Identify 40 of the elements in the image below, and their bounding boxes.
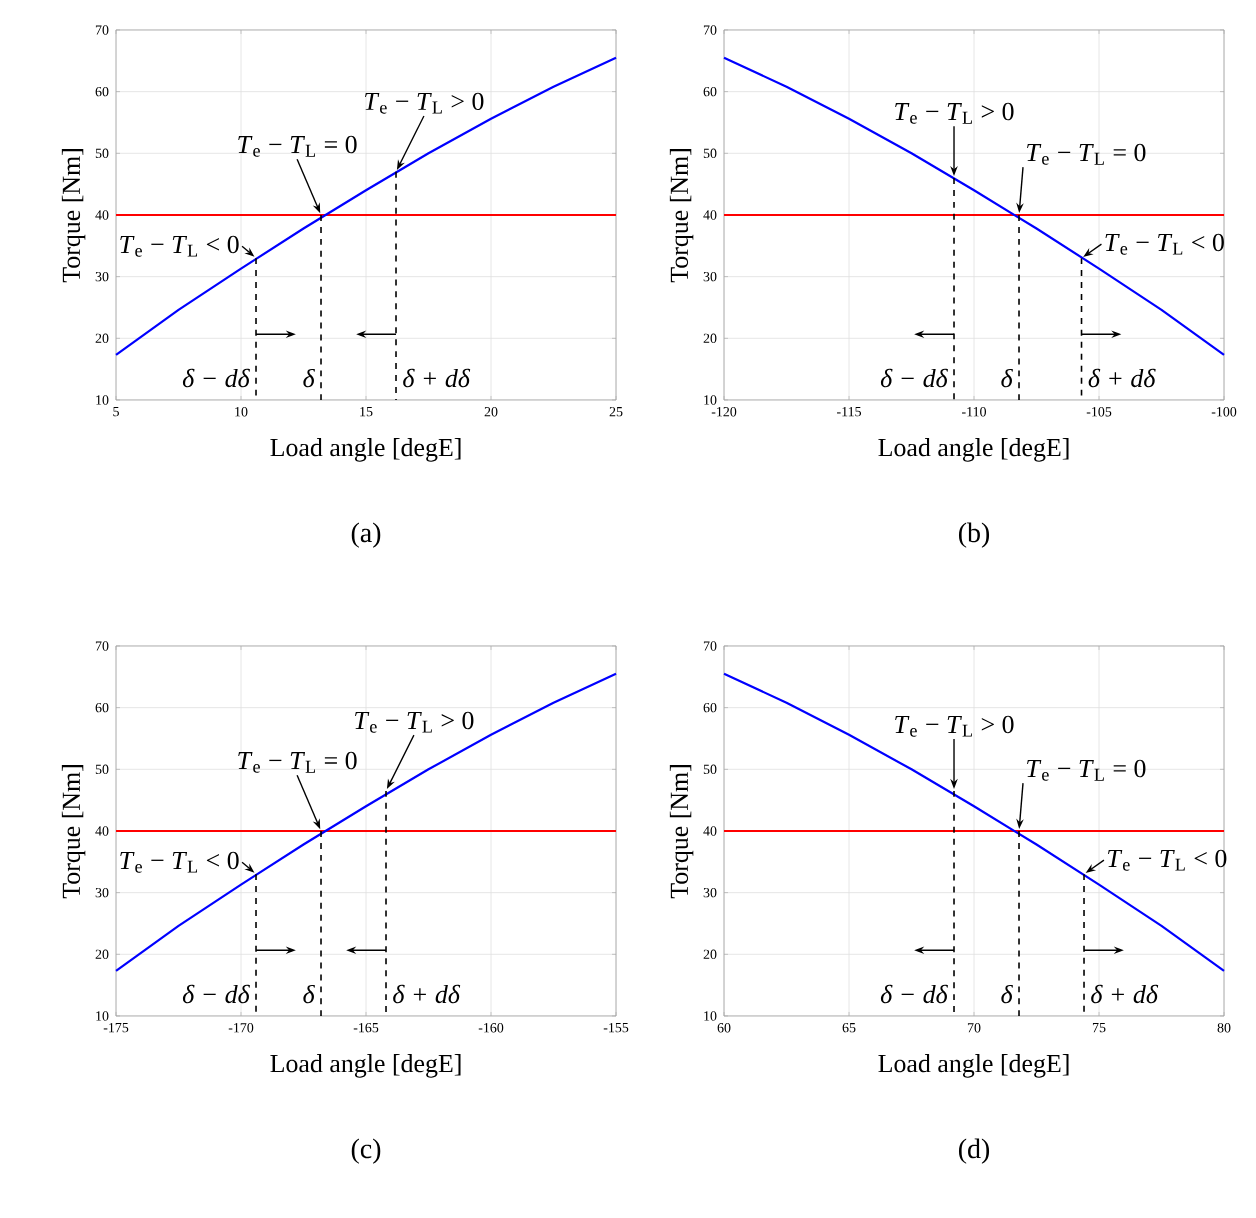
annotation: T$_{e}$ − T$_{L}$ = 0 [1027,143,1146,165]
y-axis-title: Torque [Nm] [61,149,86,283]
x-axis-title: Load angle [degE] [270,438,461,462]
annotation: δ − dδ [880,368,948,388]
x-axis-title: Load angle [degE] [878,1054,1069,1078]
line-series [722,56,1226,357]
annotation: T$_{e}$ − T$_{L}$ = 0 [238,751,357,773]
annotation: T$_{e}$ − T$_{L}$ > 0 [365,92,484,114]
annotation: T$_{e}$ − T$_{L}$ < 0 [120,235,239,257]
annotation: δ [303,984,315,1004]
line-series [722,672,1226,973]
text: (a) [351,522,381,548]
y-axis-title: Torque [Nm] [669,149,694,283]
annotation: δ − dδ [182,984,250,1004]
annotation: T$_{e}$ − T$_{L}$ = 0 [238,135,357,157]
y-axis-title: Torque [Nm] [669,765,694,899]
annotation: δ + dδ [1091,984,1159,1004]
annotation: T$_{e}$ − T$_{L}$ < 0 [1108,849,1227,871]
text: (c) [351,1138,381,1164]
y-axis-title: Torque [Nm] [61,765,86,899]
annotation: δ − dδ [182,368,250,388]
annotation: δ [1001,984,1013,1004]
annotation: δ + dδ [1088,368,1156,388]
x-axis-title: Load angle [degE] [270,1054,461,1078]
annotation: T$_{e}$ − T$_{L}$ = 0 [1027,759,1146,781]
annotation: δ − dδ [880,984,948,1004]
annotation: δ + dδ [403,368,471,388]
line-series [114,56,618,357]
annotation: T$_{e}$ − T$_{L}$ < 0 [1105,233,1224,255]
line-series [114,672,618,973]
annotation: T$_{e}$ − T$_{L}$ > 0 [895,715,1014,737]
annotation: T$_{e}$ − T$_{L}$ > 0 [895,102,1014,124]
annotation: T$_{e}$ − T$_{L}$ < 0 [120,851,239,873]
annotation: T$_{e}$ − T$_{L}$ > 0 [355,711,474,733]
annotation: δ [303,368,315,388]
annotation: δ + dδ [393,984,461,1004]
text: (b) [958,522,990,548]
x-axis-title: Load angle [degE] [878,438,1069,462]
text: (d) [958,1138,990,1164]
annotation: δ [1001,368,1013,388]
